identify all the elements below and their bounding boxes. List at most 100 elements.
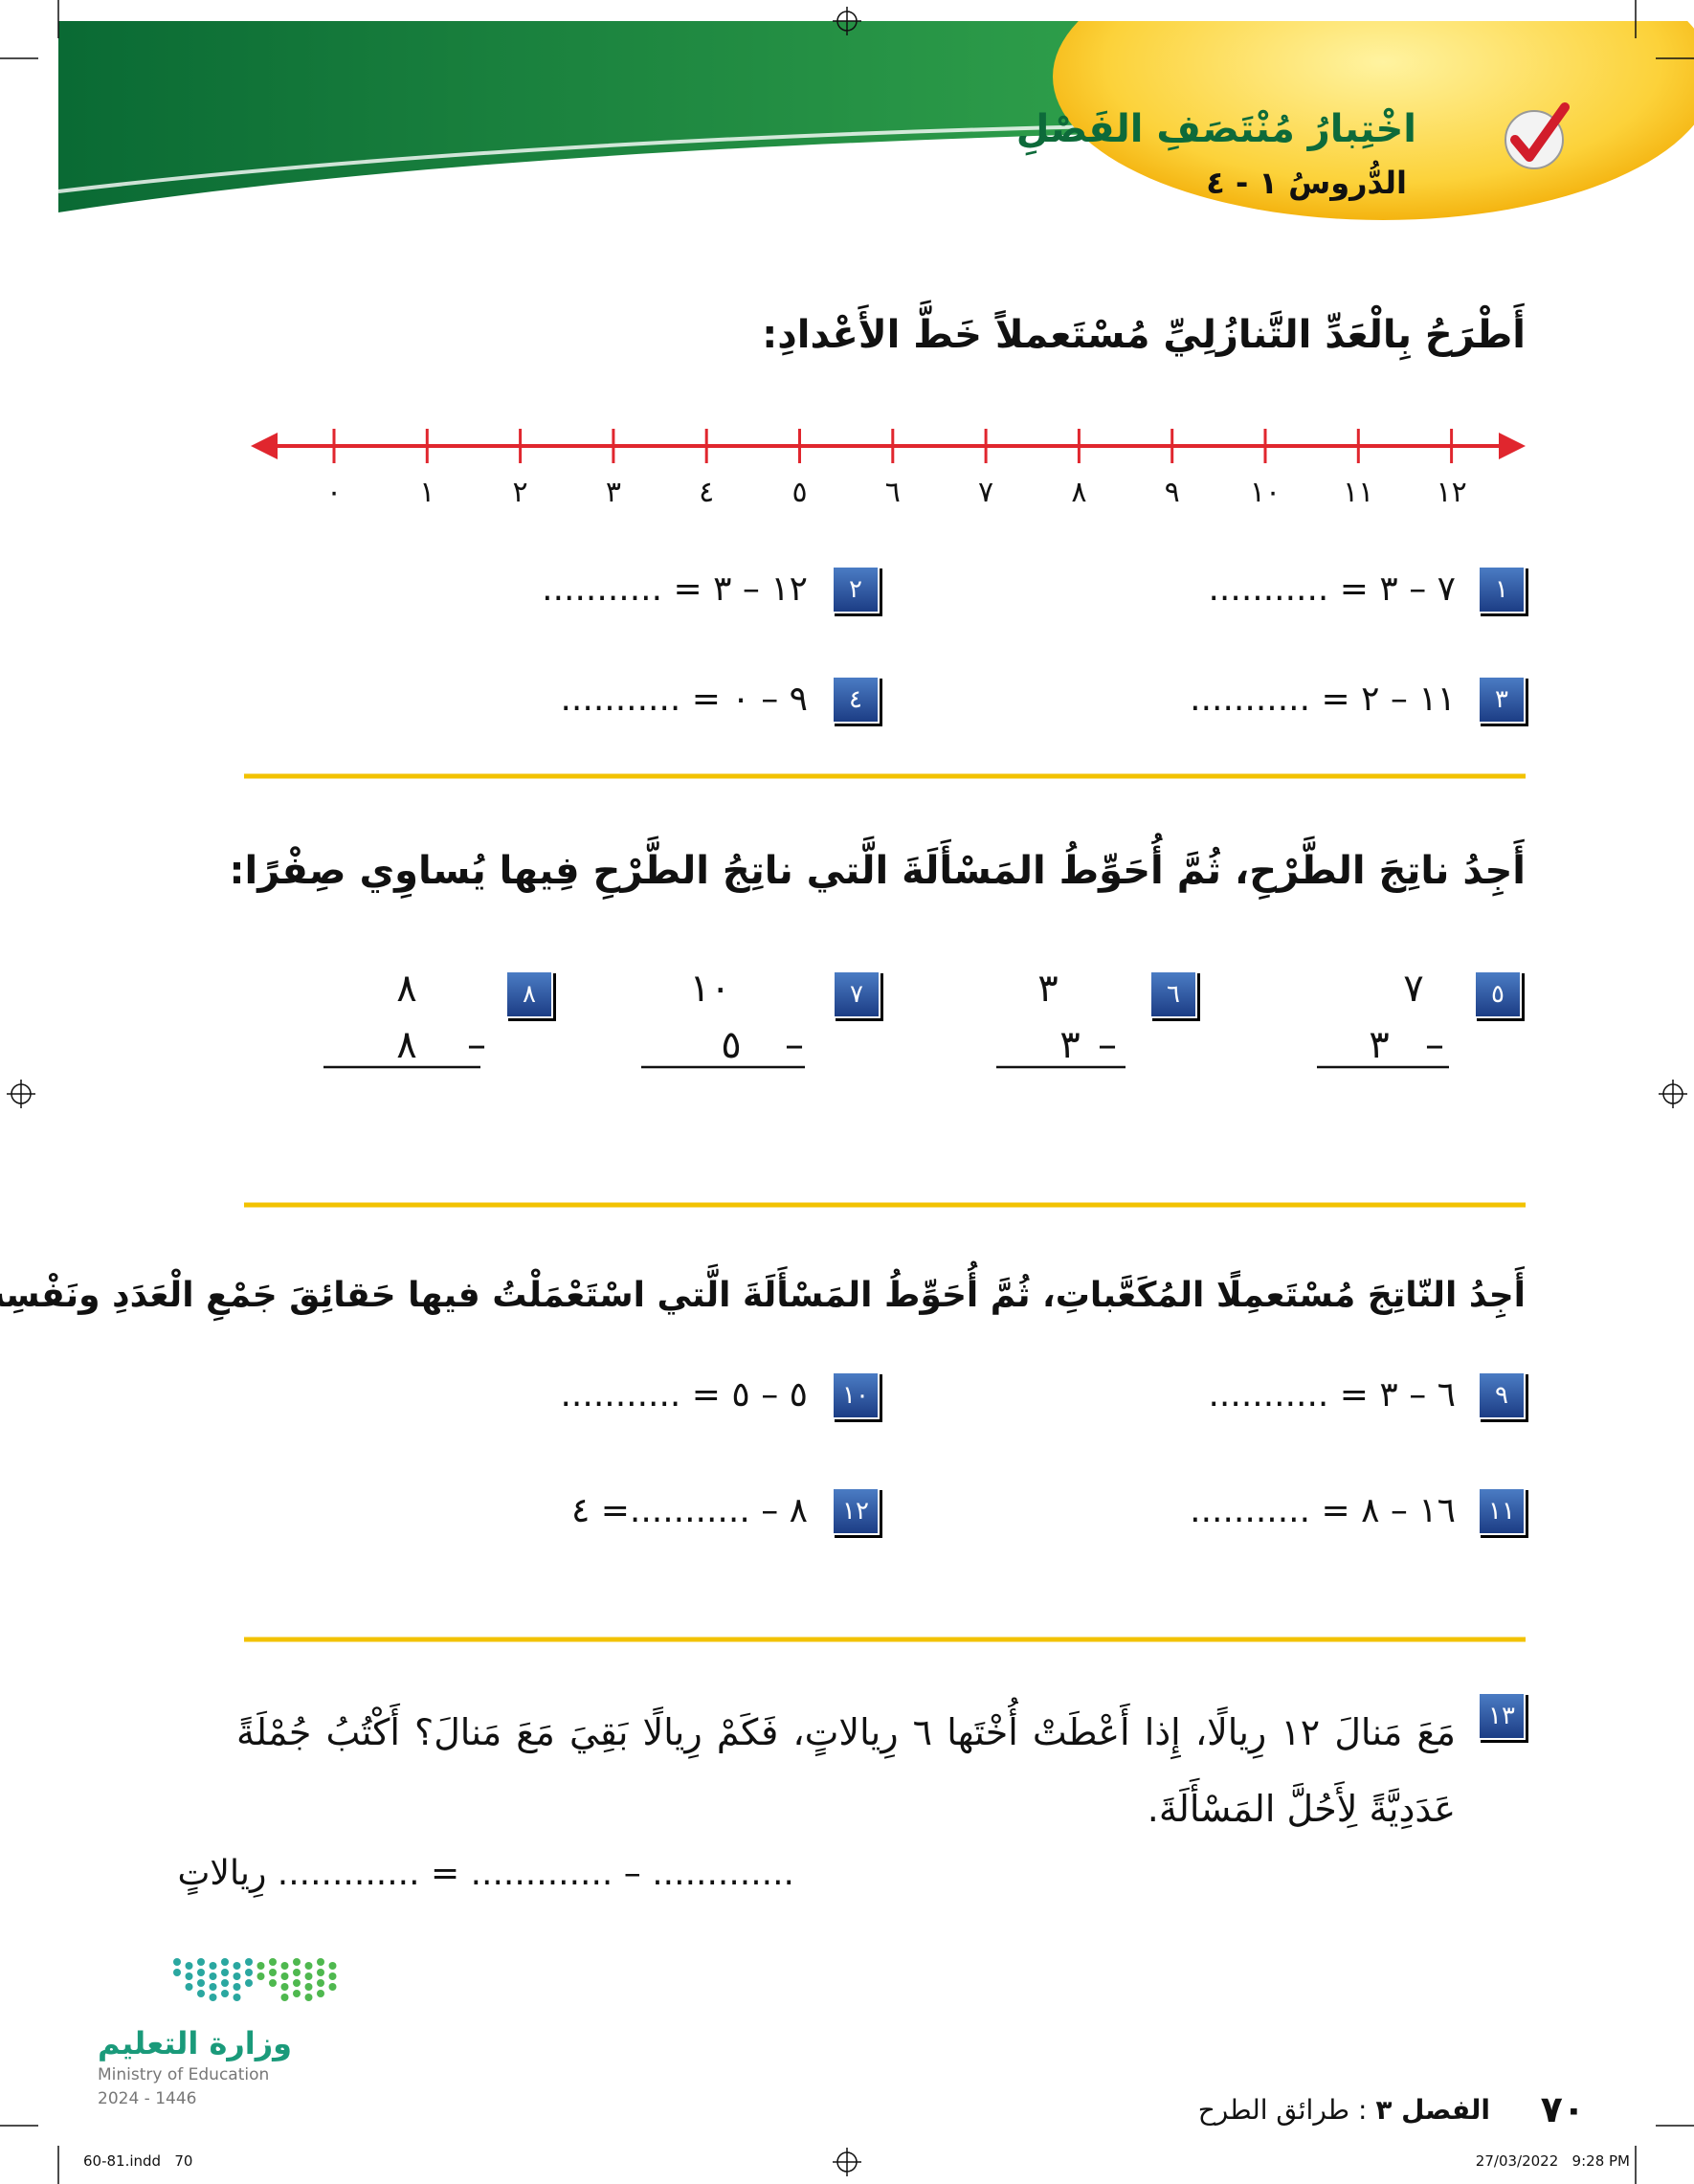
- logo-dot: [293, 1958, 301, 1966]
- operator: –: [1098, 1023, 1117, 1067]
- number-line-label: ٢: [513, 476, 528, 509]
- dividers: [244, 773, 1526, 1642]
- exercise-expression: ٩ – ٠ = ...........: [560, 680, 808, 719]
- logo-dot: [233, 1983, 241, 1991]
- logo-dot: [317, 1990, 324, 1997]
- logo-dot: [185, 1972, 193, 1980]
- logo-dot: [185, 1983, 193, 1991]
- logo-dot: [197, 1958, 205, 1966]
- exercise-expression: ٥ – ٥ = ...........: [560, 1375, 808, 1415]
- logo-dot: [173, 1958, 181, 1966]
- logo-dot: [317, 1969, 324, 1976]
- logo-dot: [197, 1979, 205, 1987]
- exercise-badge: ٧: [833, 970, 880, 1018]
- logo-dot: [197, 1990, 205, 1997]
- logo-dot: [328, 1983, 337, 1991]
- logo-dot: [304, 1983, 313, 1991]
- exercise-badge: ٤: [832, 676, 880, 724]
- ministry-name-en: Ministry of Education: [98, 2065, 270, 2084]
- subtrahend: ٥: [721, 1023, 742, 1067]
- logo-dot: [197, 1969, 205, 1976]
- answer-line: ............. – ............. = ........…: [177, 1854, 794, 1893]
- number-line-label: ٧: [978, 476, 993, 509]
- subtrahend: ٣: [1369, 1023, 1390, 1067]
- exercise-expression: ٨ – ...........= ٤: [570, 1491, 808, 1530]
- exercise-expression: ١١ – ٢ = ...........: [1190, 680, 1456, 719]
- logo-dot: [173, 1969, 181, 1976]
- logo-dot: [209, 1983, 217, 1991]
- logo-dot: [293, 1979, 301, 1987]
- chapter-label: الفصل ٣ : طرائق الطرح: [1198, 2094, 1490, 2126]
- logo-dot: [233, 1994, 241, 2001]
- logo-dot: [280, 1972, 289, 1980]
- instruction: أَجِدُ النّاتِجَ مُسْتَعمِلًا المُكَعَّب…: [0, 1276, 1526, 1315]
- page-number: ٧٠: [1540, 2088, 1585, 2130]
- exercise-badge: ٣: [1478, 676, 1526, 724]
- exercise-expression: ١٢ – ٣ = ...........: [542, 569, 808, 609]
- number-line-label: ١٠: [1250, 476, 1281, 509]
- logo-dot: [280, 1983, 289, 1991]
- exercise-badge: ١١: [1478, 1487, 1526, 1535]
- logo-dot: [304, 1972, 313, 1980]
- exercise-expression: ٧ – ٣ = ...........: [1208, 569, 1456, 609]
- operator: –: [785, 1023, 804, 1067]
- exercise-badge: ١٠: [832, 1371, 880, 1419]
- minuend: ٨: [396, 967, 417, 1011]
- exercise-badge: ٥: [1474, 970, 1522, 1018]
- logo-dot: [221, 1979, 229, 1987]
- logo-dot: [317, 1979, 324, 1987]
- minuend: ٧: [1403, 967, 1424, 1011]
- exercise-badge: ٩: [1478, 1371, 1526, 1419]
- logo-dot: [293, 1990, 301, 1997]
- logo-dot: [317, 1958, 324, 1966]
- exercise-badge: ٨: [505, 970, 553, 1018]
- number-line-label: ٩: [1165, 476, 1180, 509]
- number-line-label: ١٢: [1436, 476, 1466, 509]
- logo-dot: [221, 1990, 229, 1997]
- ministry-logo: [173, 1958, 337, 2001]
- header-subtitle: الدُّروسُ ١ - ٤: [1206, 165, 1407, 201]
- logo-dot: [221, 1958, 229, 1966]
- operator: –: [467, 1023, 486, 1067]
- header-title: اخْتِبارُ مُنْتَصَفِ الفَصْلِ: [1015, 107, 1416, 151]
- number-line-label: ١: [419, 476, 435, 509]
- exercise-badge: ١٣: [1478, 1692, 1526, 1740]
- ministry-name-ar: وزارة التعليم: [98, 2025, 293, 2061]
- exercise-badge: ١: [1478, 566, 1526, 613]
- minuend: ١٠: [689, 967, 731, 1011]
- chapter: الفصل ٣: [1375, 2094, 1490, 2126]
- logo-dot: [328, 1972, 337, 1980]
- exercise-badge: ١٢: [832, 1487, 880, 1535]
- logo-dot: [304, 1962, 313, 1970]
- logo-dot: [245, 1958, 253, 1966]
- exercise-badge: ٦: [1149, 970, 1197, 1018]
- chapter-title: : طرائق الطرح: [1197, 2094, 1368, 2126]
- operator: –: [1425, 1023, 1444, 1067]
- logo-dot: [293, 1969, 301, 1976]
- exercise-badge: ٢: [832, 566, 880, 613]
- subtrahend: ٨: [396, 1023, 417, 1067]
- logo-dot: [233, 1962, 241, 1970]
- exercise-expression: ٦ – ٣ = ...........: [1208, 1375, 1456, 1415]
- number-line-label: ٨: [1071, 476, 1086, 509]
- instruction: أَجِدُ ناتِجَ الطَّرْحِ، ثُمَّ أُحَوِّطُ…: [229, 849, 1526, 893]
- logo-dot: [209, 1994, 217, 2001]
- year: 2024 - 1446: [98, 2089, 197, 2108]
- print-file: 60-81.indd 70: [83, 2152, 193, 2170]
- number-line-label: ١١: [1343, 476, 1373, 509]
- exercise-expression: ١٦ – ٨ = ...........: [1190, 1491, 1456, 1530]
- logo-dot: [233, 1972, 241, 1980]
- number-line-label: ٦: [885, 476, 901, 509]
- logo-dot: [245, 1979, 253, 1987]
- print-timestamp: 27/03/2022 9:28 PM: [1475, 2152, 1630, 2170]
- number-line-label: ٠: [326, 476, 342, 509]
- logo-dot: [209, 1972, 217, 1980]
- logo-dot: [221, 1969, 229, 1976]
- logo-dot: [256, 1972, 265, 1980]
- number-line-label: ٤: [699, 476, 714, 509]
- logo-dot: [304, 1994, 313, 2001]
- number-line-label: ٥: [791, 476, 807, 509]
